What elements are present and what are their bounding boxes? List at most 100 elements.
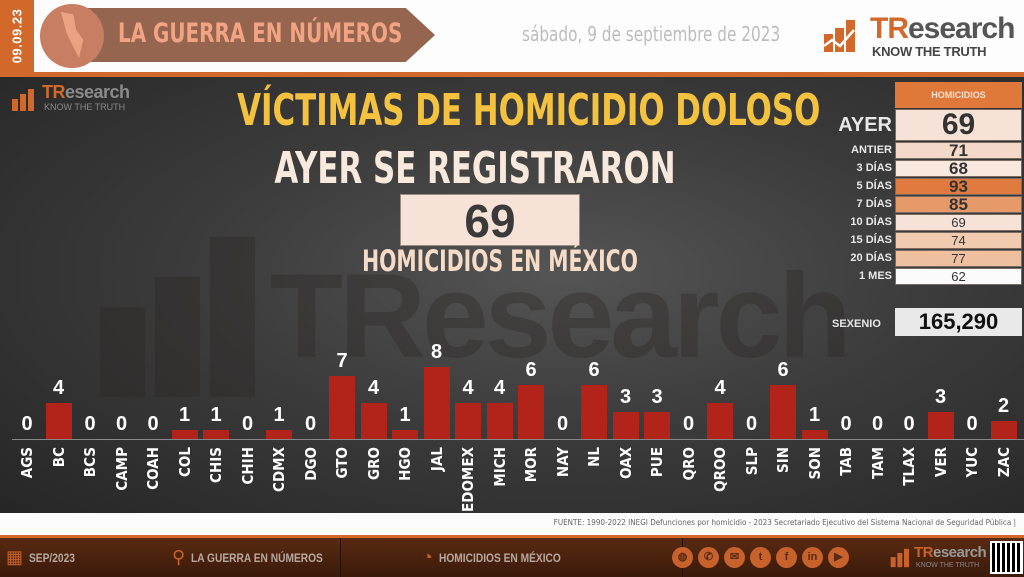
bar-coah: 0 COAH [138,357,168,507]
whatsapp-icon[interactable]: ✆ [698,547,719,568]
source-bar: FUENTE: 1990-2022 INEGI Defunciones por … [0,513,1024,535]
bar-tab: 0 TAB [831,357,861,507]
bar-value-label: 0 [147,413,159,435]
category-label: OAX [616,447,635,479]
bar-jal: 8 JAL [422,341,452,507]
table-row: 1 MES 62 [800,268,1024,285]
bar-hgo: 1 HGO [390,357,420,507]
bar-value-label: 0 [903,413,915,435]
bar-value-label: 0 [241,413,254,435]
bar-rect [927,412,954,439]
highlight-value: 69 [464,195,516,247]
footer-separator [340,538,341,577]
bar-rect [612,412,639,439]
category-label: SON [805,447,824,480]
caption: HOMICIDIOS EN MÉXICO [362,244,638,278]
bar-gro: 4 GRO [359,357,389,507]
bar-rect [329,376,355,439]
category-label: CAMP [112,447,131,491]
bar-zac: 2 ZAC [989,357,1019,507]
bar-value-label: 3 [651,386,663,408]
footer: ▦ SEP/2023 ⚲ LA GUERRA EN NÚMEROS ◔ HOMI… [0,538,1024,577]
row-label: 5 DÍAS [856,180,892,192]
bar-oax: 3 OAX [611,357,641,507]
bar-rect [581,385,607,439]
bar-value-label: 0 [840,413,852,435]
banner-title: LA GUERRA EN NÚMEROS [118,18,403,49]
category-label: JAL [427,447,446,472]
date-tab: 09.09.23 [0,0,34,72]
tresearch-logo[interactable]: TResearch KNOW THE TRUTH [812,8,1024,66]
row-value: 74 [895,232,1022,249]
bar-pue: 3 PUE [642,357,672,507]
bar-value-label: 6 [588,359,600,381]
table-row: AYER 69 [800,109,1024,141]
bar-value-label: 3 [934,386,947,408]
date-text: sábado, 9 de septiembre de 2023 [522,22,781,46]
category-label: ZAC [994,447,1013,478]
bar-rect [171,430,198,439]
category-label: TAM [868,447,887,479]
header: 09.09.23 LA GUERRA EN NÚMEROS sábado, 9 … [0,0,1024,72]
highlight-value-box: 69 [400,194,580,247]
bar-mich: 4 MICH [485,357,515,507]
footer-item-date[interactable]: ▦ SEP/2023 [6,547,75,567]
bar-son: 1 SON [800,357,830,507]
bar-bcs: 0 BCS [75,357,105,507]
bar-edomex: 4 EDOMEX [453,357,483,512]
bar-value-label: 1 [399,404,411,426]
bar-rect [990,421,1017,439]
banner: LA GUERRA EN NÚMEROS [40,4,440,68]
bar-value-label: 0 [682,413,695,435]
row-value: 68 [895,160,1022,177]
row-label: 1 MES [858,270,892,282]
bar-value-label: 0 [84,413,96,435]
row-value: 93 [895,178,1022,195]
category-label: SIN [774,447,792,474]
qr-code[interactable] [990,541,1023,574]
table-row: ANTIER 71 [800,142,1024,159]
bar-value-label: 4 [462,377,474,399]
bar-rect [423,367,450,439]
twitter-icon[interactable]: t [750,547,771,568]
category-label: MOR [522,447,540,483]
category-label: AGS [18,447,36,479]
bar-value-label: 1 [210,404,222,426]
bar-value-label: 7 [336,350,348,372]
chart-baseline [12,439,1024,440]
email-icon[interactable]: ✉ [724,547,745,568]
bar-value-label: 4 [367,377,380,399]
youtube-icon[interactable]: ▶ [828,547,849,568]
bar-col: 1 COL [170,357,200,507]
bar-slp: 0 SLP [737,357,767,507]
bar-rect [266,430,292,439]
footer-tresearch-logo[interactable]: TResearch KNOW THE TRUTH [884,542,989,574]
footer-item-guerra[interactable]: ⚲ LA GUERRA EN NÚMEROS [172,547,324,567]
bar-value-label: 0 [304,413,317,435]
bar-rect [801,430,828,439]
social-links: ◍ ✆ ✉ t f in ▶ [672,547,849,568]
date-code: 09.09.23 [9,8,25,64]
category-label: COL [175,447,194,477]
linkedin-icon[interactable]: in [802,547,823,568]
bar-value-label: 4 [52,377,65,399]
table-row: 15 DÍAS 74 [800,232,1024,249]
globe-icon[interactable]: ◍ [672,547,693,568]
bar-chih: 0 CHIH [233,357,263,507]
row-value: 85 [895,196,1022,213]
category-label: VER [931,447,950,478]
logo-chart-icon [816,16,860,62]
facebook-icon[interactable]: f [776,547,797,568]
bar-value-label: 0 [556,413,569,435]
bar-ags: 0 AGS [12,357,42,507]
footer-item-homicidios[interactable]: ◔ HOMICIDIOS EN MÉXICO [422,547,561,567]
category-label: DGO [301,447,320,481]
bar-sin: 6 SIN [768,357,798,507]
bar-rect [518,385,544,439]
category-label: CHIS [207,447,225,483]
bar-rect [770,385,796,439]
table-row: 20 DÍAS 77 [800,250,1024,267]
bar-cdmx: 1 CDMX [264,357,294,507]
bar-value-label: 4 [714,377,726,399]
footer-divider [0,535,1024,538]
